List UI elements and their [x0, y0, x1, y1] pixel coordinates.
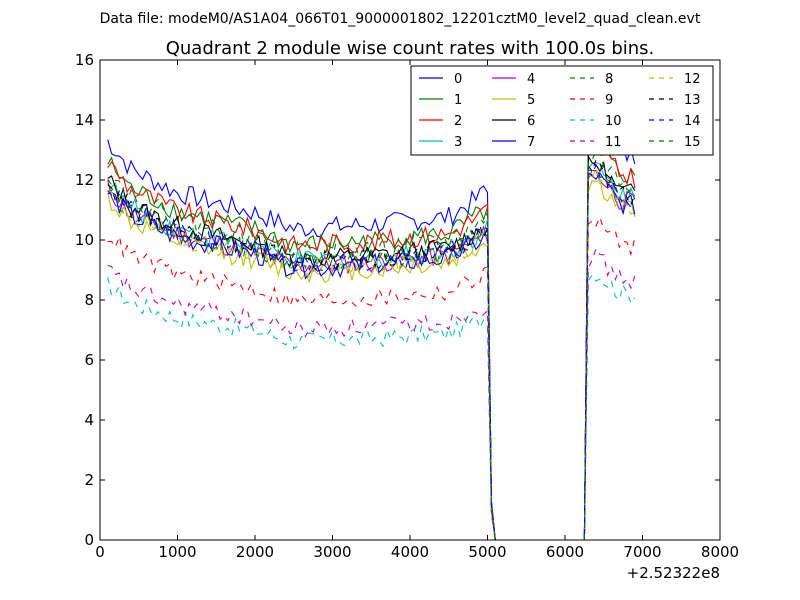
x-tick-label: 3000 [313, 543, 351, 561]
x-tick-label: 1000 [158, 543, 196, 561]
y-tick-label: 10 [75, 231, 94, 249]
legend-label-3: 3 [454, 135, 462, 150]
series-line-5 [107, 178, 636, 541]
y-tick-label: 4 [84, 411, 94, 429]
y-tick-label: 6 [84, 351, 94, 369]
y-tick-label: 0 [84, 531, 94, 549]
legend-label-12: 12 [684, 72, 701, 87]
chart-suptitle: Data file: modeM0/AS1A04_066T01_90000018… [100, 11, 701, 27]
legend-frame [410, 65, 714, 156]
series-line-7 [107, 171, 636, 541]
x-tick-label: 0 [95, 543, 105, 561]
legend-label-14: 14 [684, 114, 701, 129]
x-tick-label: 4000 [391, 543, 429, 561]
legend-label-4: 4 [527, 72, 535, 87]
x-tick-label: 7000 [623, 543, 661, 561]
series-line-10 [107, 274, 636, 541]
legend-label-2: 2 [454, 114, 462, 129]
series-line-12 [107, 165, 635, 541]
y-tick-label: 16 [75, 51, 94, 69]
plot-lines [107, 111, 636, 541]
series-line-6 [107, 154, 636, 541]
series-line-15 [107, 150, 636, 541]
legend-label-13: 13 [684, 93, 701, 108]
x-offset-label: +2.52322e8 [627, 564, 720, 582]
legend-label-6: 6 [527, 114, 535, 129]
x-tick-label: 8000 [701, 543, 739, 561]
series-line-14 [107, 163, 636, 541]
chart-title: Quadrant 2 module wise count rates with … [166, 38, 655, 59]
legend-label-1: 1 [454, 93, 462, 108]
y-tick-label: 12 [75, 171, 94, 189]
series-line-11 [107, 247, 636, 541]
legend-label-0: 0 [454, 72, 462, 87]
series-line-9 [107, 215, 636, 541]
x-tick-label: 6000 [546, 543, 584, 561]
series-line-4 [107, 169, 636, 541]
legend-label-15: 15 [684, 135, 701, 150]
series-line-0 [107, 111, 636, 541]
legend-label-8: 8 [605, 72, 613, 87]
legend-label-5: 5 [527, 93, 535, 108]
legend-label-10: 10 [605, 114, 622, 129]
legend-label-11: 11 [605, 135, 622, 150]
y-tick-label: 2 [84, 471, 94, 489]
series-line-3 [107, 161, 636, 541]
series-line-8 [107, 169, 636, 541]
legend-label-9: 9 [605, 93, 613, 108]
x-tick-label: 2000 [236, 543, 274, 561]
x-axis: 0 1000 2000 3000 4000 5000 6000 7000 8000 [95, 60, 739, 561]
y-tick-label: 14 [75, 111, 94, 129]
x-tick-label: 5000 [468, 543, 506, 561]
y-tick-label: 8 [84, 291, 94, 309]
legend-label-7: 7 [527, 135, 535, 150]
